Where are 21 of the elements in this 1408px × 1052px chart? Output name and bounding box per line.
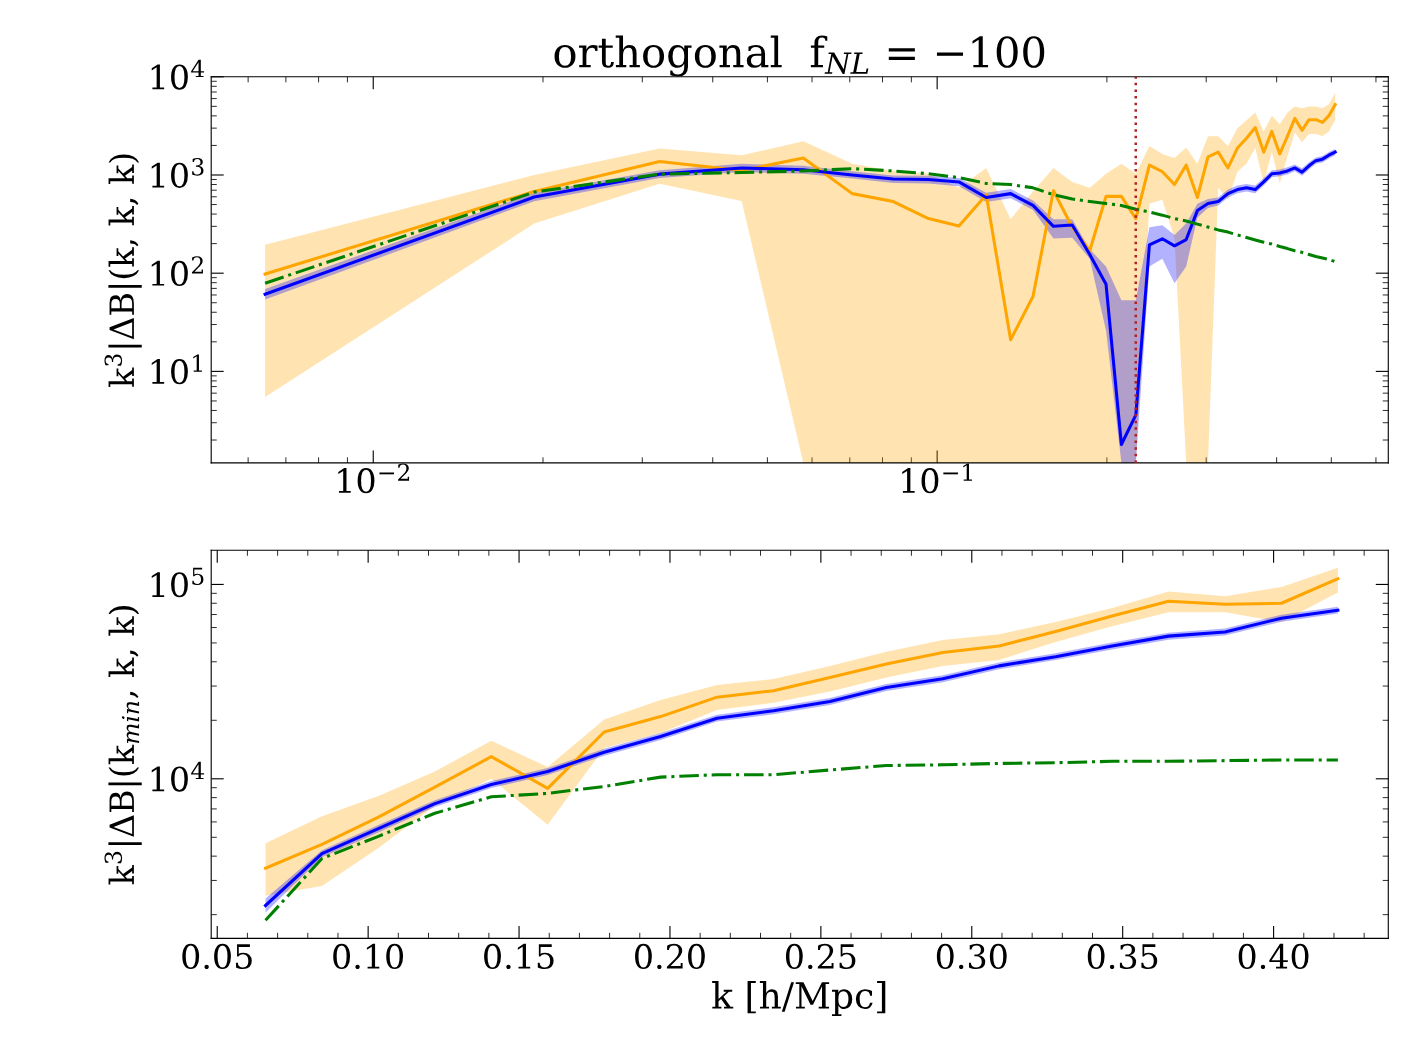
- chart-title: orthogonal f$_{NL}$ = −100: [554, 35, 1045, 77]
- y-tick-label: 10$^{2}$: [151, 256, 203, 287]
- y-tick-label: 10$^{1}$: [151, 354, 202, 385]
- x-tick-label: 0.15: [484, 943, 554, 970]
- x-axis-title: k [h/Mpc]: [712, 981, 886, 1017]
- x-tick-label: 0.40: [1238, 943, 1309, 970]
- x-tick-label: 0.35: [1087, 943, 1158, 970]
- y-axis-title: k$^{3}$|ΔB|(k, k, k): [104, 154, 142, 388]
- x-tick-label: 0.20: [635, 943, 705, 970]
- x-tick-label: 0.25: [785, 943, 856, 970]
- x-tick-label: 0.30: [936, 943, 1007, 970]
- y-tick-label: 10$^{3}$: [151, 157, 204, 188]
- y-axis-title: k$^{3}$|ΔB|(k$_{min}$, k, k): [104, 606, 142, 885]
- x-tick-label: 10$^{−2}$: [338, 463, 410, 494]
- x-tick-label: 10$^{−1}$: [902, 463, 972, 494]
- y-tick-label: 10$^{5}$: [151, 567, 204, 598]
- x-tick-label: 0.05: [182, 943, 252, 970]
- line-series: [264, 758, 1340, 922]
- y-tick-label: 10$^{4}$: [151, 761, 205, 792]
- x-tick-label: 0.10: [333, 943, 404, 970]
- y-tick-label: 10$^{4}$: [151, 59, 205, 90]
